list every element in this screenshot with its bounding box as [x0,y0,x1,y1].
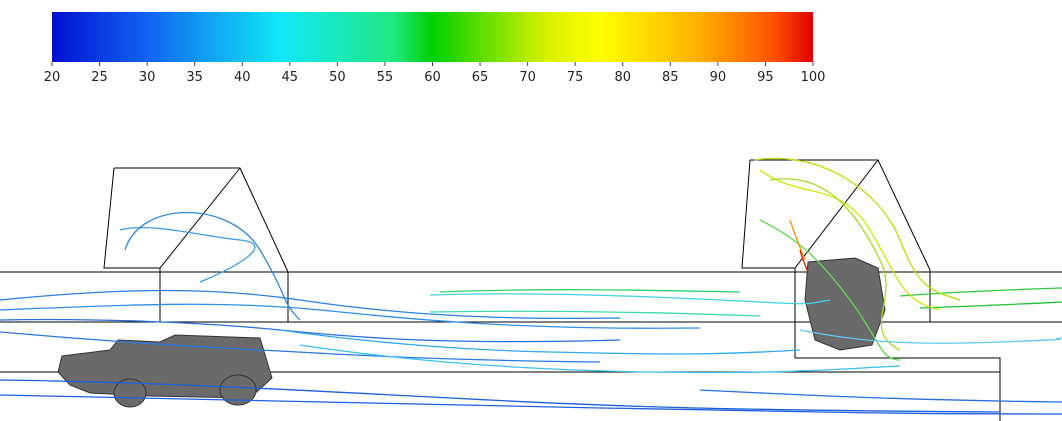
tick-label: 25 [91,70,108,85]
tick-label: 70 [519,70,536,85]
tick-label: 35 [186,70,203,85]
tick-label: 75 [567,70,584,85]
tick-label: 30 [139,70,156,85]
tick-label: 90 [710,70,727,85]
tick-label: 55 [377,70,394,85]
tick-label: 100 [801,70,826,85]
tick-label: 95 [757,70,774,85]
tick-label: 85 [662,70,679,85]
tick-label: 20 [44,70,61,85]
colorbar-gradient [52,12,813,62]
tick-label: 40 [234,70,251,85]
tick-label: 45 [282,70,299,85]
tick-label: 80 [614,70,631,85]
tick-label: 60 [424,70,441,85]
colorbar: 20 25 30 35 40 45 50 55 60 65 70 75 80 85 90 95 100 [44,12,826,85]
tick-label: 50 [329,70,346,85]
tick-label: 65 [472,70,489,85]
streamlines [0,157,1062,415]
